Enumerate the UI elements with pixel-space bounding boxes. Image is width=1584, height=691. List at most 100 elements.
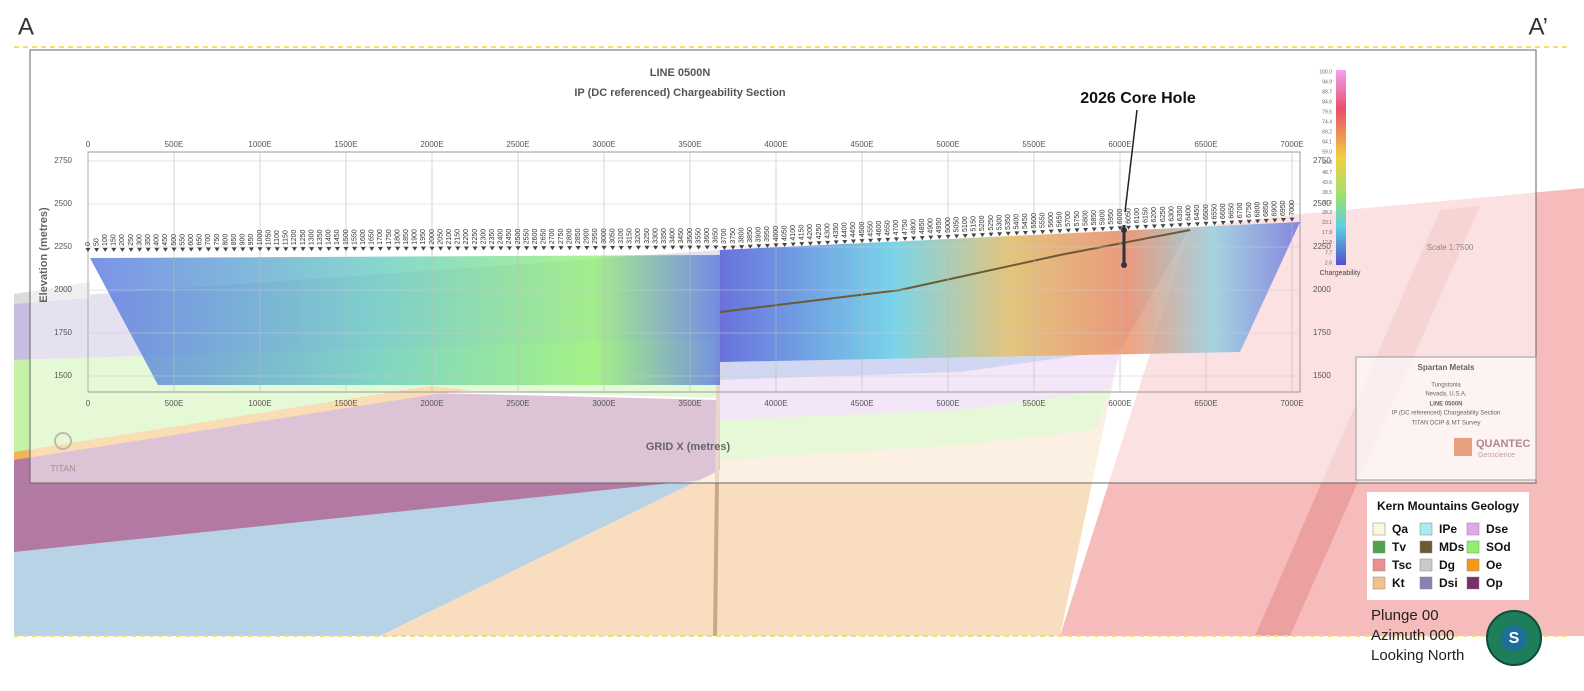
station-label: 6700 bbox=[1237, 203, 1244, 219]
station-marker bbox=[489, 246, 495, 251]
station-marker bbox=[395, 246, 401, 251]
station-marker bbox=[584, 246, 590, 251]
station-label: 1800 bbox=[394, 229, 401, 245]
station-label: 1450 bbox=[334, 229, 341, 245]
station-marker bbox=[971, 233, 977, 238]
station-label: 4250 bbox=[816, 224, 823, 240]
colorbar-value: 74.4 bbox=[1322, 120, 1332, 126]
station-marker bbox=[1091, 227, 1097, 232]
y-tick-label: 2000 bbox=[54, 285, 72, 294]
station-marker bbox=[360, 246, 366, 251]
legend-label: Op bbox=[1486, 576, 1503, 590]
x-axis-label: GRID X (metres) bbox=[646, 441, 731, 453]
station-label: 6050 bbox=[1125, 208, 1132, 224]
legend-swatch bbox=[1466, 576, 1480, 590]
station-label: 6650 bbox=[1229, 203, 1236, 219]
station-marker bbox=[592, 245, 598, 250]
station-marker bbox=[352, 246, 358, 251]
azimuth: Azimuth 000 bbox=[1371, 627, 1454, 644]
x-tick-label: 5000E bbox=[936, 140, 959, 149]
station-marker bbox=[197, 247, 203, 252]
legend-label: Dg bbox=[1439, 558, 1455, 572]
station-marker bbox=[945, 234, 951, 239]
core-hole-pointer bbox=[1124, 109, 1138, 213]
station-marker bbox=[635, 245, 641, 250]
station-label: 1750 bbox=[386, 229, 393, 245]
station-marker bbox=[506, 246, 512, 251]
station-marker bbox=[463, 246, 469, 251]
plunge: Plunge 00 bbox=[1371, 607, 1439, 624]
station-marker bbox=[377, 246, 383, 251]
station-label: 4400 bbox=[842, 222, 849, 238]
station-label: 4100 bbox=[790, 225, 797, 241]
x-tick-label: 4500E bbox=[850, 399, 873, 408]
station-marker bbox=[1126, 225, 1132, 230]
station-marker bbox=[627, 245, 633, 250]
station-label: 4000 bbox=[773, 226, 780, 242]
x-tick-label: 5500E bbox=[1022, 140, 1045, 149]
chargeability-right bbox=[720, 222, 1300, 362]
station-marker bbox=[438, 246, 444, 251]
station-label: 2000 bbox=[429, 229, 436, 245]
station-label: 3850 bbox=[747, 227, 754, 243]
station-label: 6600 bbox=[1220, 203, 1227, 219]
station-label: 6800 bbox=[1254, 202, 1261, 218]
station-label: 6900 bbox=[1272, 201, 1279, 217]
station-marker bbox=[188, 247, 194, 252]
y-tick-label: 1750 bbox=[1313, 328, 1331, 337]
x-tick-label: 6000E bbox=[1108, 140, 1131, 149]
core-hole-collar bbox=[1121, 227, 1127, 233]
station-label: 5450 bbox=[1022, 213, 1029, 229]
station-marker bbox=[274, 247, 280, 252]
station-marker bbox=[1057, 229, 1063, 234]
colorbar-value: 100.0 bbox=[1319, 69, 1332, 75]
station-label: 3950 bbox=[764, 226, 771, 242]
station-label: 5400 bbox=[1014, 214, 1021, 230]
tb-location: Nevada, U.S.A. bbox=[1425, 392, 1467, 398]
station-label: 3450 bbox=[678, 228, 685, 244]
station-label: 2250 bbox=[472, 229, 479, 245]
station-label: 700 bbox=[205, 234, 212, 246]
station-marker bbox=[162, 247, 168, 252]
station-label: 1700 bbox=[377, 229, 384, 245]
station-marker bbox=[1203, 221, 1209, 226]
station-label: 3200 bbox=[635, 228, 642, 244]
station-marker bbox=[1169, 223, 1175, 228]
station-marker bbox=[911, 236, 917, 241]
station-marker bbox=[1143, 224, 1149, 229]
station-marker bbox=[1160, 224, 1166, 229]
station-label: 5600 bbox=[1048, 212, 1055, 228]
station-label: 4200 bbox=[807, 224, 814, 240]
station-label: 4850 bbox=[919, 218, 926, 234]
legend-swatch bbox=[1419, 522, 1433, 536]
station-label: 1850 bbox=[403, 229, 410, 245]
station-marker bbox=[1134, 225, 1140, 230]
station-marker bbox=[309, 247, 315, 252]
station-marker bbox=[205, 247, 211, 252]
station-label: 6950 bbox=[1280, 200, 1287, 216]
station-label: 6550 bbox=[1211, 204, 1218, 220]
station-label: 3150 bbox=[627, 228, 634, 244]
station-label: 5500 bbox=[1031, 213, 1038, 229]
x-tick-label: 1000E bbox=[248, 399, 271, 408]
station-marker bbox=[558, 246, 564, 251]
station-label: 1350 bbox=[317, 229, 324, 245]
y-tick-label: 2500 bbox=[54, 199, 72, 208]
station-label: 350 bbox=[145, 234, 152, 246]
chargeability-left bbox=[90, 255, 720, 385]
station-label: 5700 bbox=[1065, 211, 1072, 227]
station-label: 5350 bbox=[1005, 214, 1012, 230]
station-marker bbox=[1237, 220, 1243, 225]
station-marker bbox=[343, 246, 349, 251]
station-label: 3300 bbox=[652, 228, 659, 244]
station-marker bbox=[1177, 223, 1183, 228]
station-label: 6300 bbox=[1168, 206, 1175, 222]
legend-label: Qa bbox=[1392, 522, 1408, 536]
colorbar-labels: 100.0 94.9 89.7 84.6 79.5 74.4 69.2 64.1 59.0 53.… bbox=[1319, 69, 1332, 266]
station-marker bbox=[291, 247, 297, 252]
x-tick-label: 500E bbox=[165, 399, 184, 408]
station-label: 1000 bbox=[257, 230, 264, 246]
station-label: 3800 bbox=[738, 227, 745, 243]
legend-label: Dsi bbox=[1439, 576, 1458, 590]
